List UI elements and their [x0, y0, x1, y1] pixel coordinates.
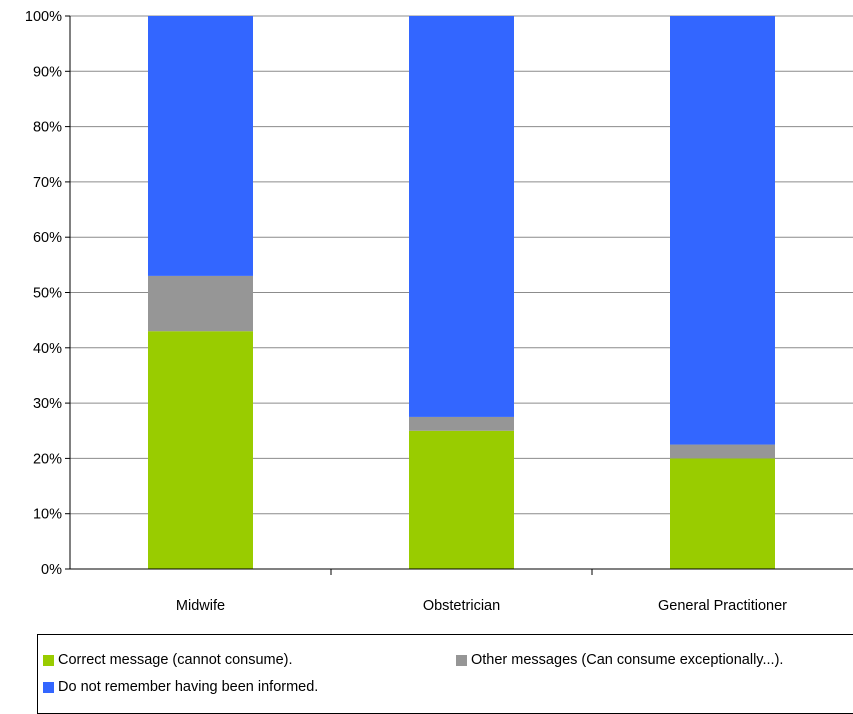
bar-segment-midwife-series-2 [148, 16, 253, 276]
bar-segment-midwife-series-0 [148, 331, 253, 569]
x-category-label: General Practitioner [658, 598, 787, 614]
y-tick-label: 40% [33, 341, 62, 357]
bar-segment-obstetrician-series-0 [409, 430, 514, 569]
y-tick-label: 70% [33, 175, 62, 191]
y-tick-label: 60% [33, 230, 62, 246]
legend-label-correct-message: Correct message (cannot consume). [58, 652, 293, 668]
y-tick-label: 90% [33, 64, 62, 80]
y-tick-label: 10% [33, 507, 62, 523]
x-category-label: Midwife [176, 598, 225, 614]
x-category-label: Obstetrician [423, 598, 500, 614]
legend-label-do-not-remember: Do not remember having been informed. [58, 679, 319, 695]
bar-segment-obstetrician-series-1 [409, 416, 514, 431]
legend-item-correct-message: Correct message (cannot consume). [43, 652, 293, 668]
y-tick-label: 30% [33, 396, 62, 412]
y-tick-label: 100% [25, 9, 62, 25]
y-axis: 0% 10% 20% 30% 40% 50% 60% 70% 80% 90% 100% [25, 9, 71, 578]
bar-segment-general-practitioner-series-1 [670, 444, 775, 459]
bar-segment-midwife-series-1 [148, 275, 253, 332]
bar-segment-general-practitioner-series-0 [670, 458, 775, 569]
x-axis: Midwife Obstetrician General Practitioner [70, 568, 853, 614]
legend-swatch-do-not-remember [43, 681, 54, 693]
y-tick-label: 80% [33, 120, 62, 136]
legend-swatch-correct-message [43, 654, 54, 666]
y-tick-label: 0% [41, 562, 62, 578]
legend: Correct message (cannot consume). Other … [37, 634, 853, 714]
bar-segment-general-practitioner-series-2 [670, 16, 775, 445]
legend-item-do-not-remember: Do not remember having been informed. [43, 679, 318, 695]
bar-segment-obstetrician-series-2 [409, 16, 514, 417]
y-tick-label: 20% [33, 451, 62, 467]
legend-swatch-other-messages [456, 654, 467, 666]
legend-label-other-messages: Other messages (Can consume exceptionall… [471, 652, 784, 668]
legend-item-other-messages: Other messages (Can consume exceptionall… [456, 652, 783, 668]
y-tick-label: 50% [33, 286, 62, 302]
stacked-bar-chart: 0% 10% 20% 30% 40% 50% 60% 70% 80% 90% 100% Midwif… [25, 9, 853, 614]
bars [148, 16, 775, 569]
